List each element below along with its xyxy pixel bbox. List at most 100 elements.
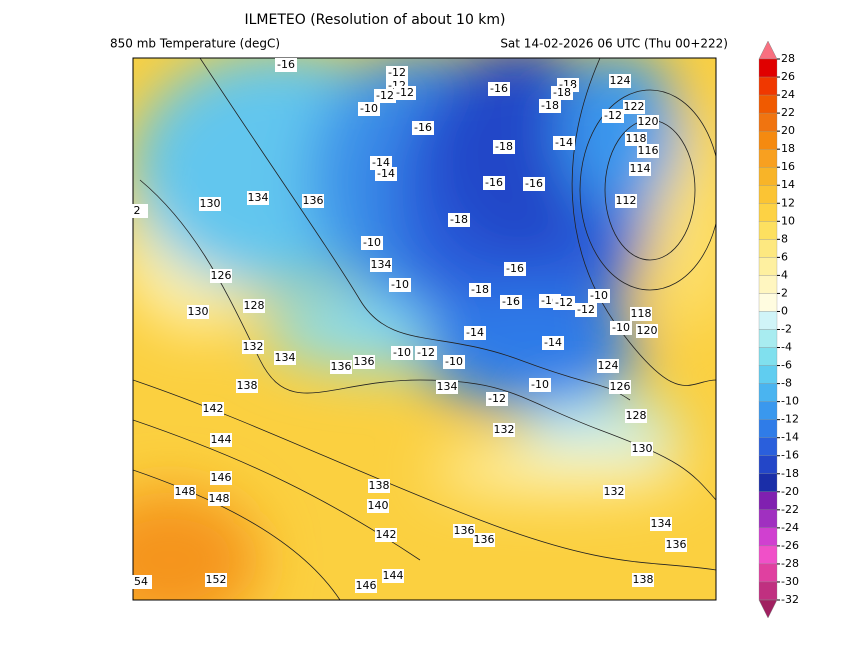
geopotential-label-box — [597, 359, 619, 373]
geopotential-label-box — [473, 533, 495, 547]
colorbar-band — [758, 347, 778, 366]
colorbar-band — [758, 545, 778, 565]
geopotential-label-box — [630, 307, 652, 321]
colorbar-band — [758, 293, 778, 312]
temperature-label-box — [386, 66, 408, 80]
geopotential-label-box — [247, 191, 269, 205]
geopotential-label: 134 — [437, 380, 458, 393]
geopotential-label: 152 — [206, 573, 227, 586]
geopotential-label: 114 — [630, 162, 651, 175]
temperature-label-box — [483, 176, 505, 190]
temperature-label: -10 — [590, 289, 608, 302]
colorbar-tick-label: 2 — [781, 286, 788, 299]
temperature-label-box — [275, 58, 297, 72]
colorbar-band — [758, 563, 778, 583]
geopotential-label-box — [202, 402, 224, 416]
temperature-label: -16 — [525, 177, 543, 190]
colorbar-band — [758, 167, 778, 186]
colorbar-tick-label: -28 — [781, 557, 799, 570]
temperature-label: -16 — [277, 58, 295, 71]
colorbar-tick-label: 0 — [781, 304, 788, 317]
colorbar-arrow — [758, 40, 778, 60]
temperature-label: -10 — [391, 278, 409, 291]
geopotential-label: 136 — [666, 538, 687, 551]
geopotential-label: 120 — [637, 324, 658, 337]
geopotential-label-box — [609, 74, 631, 88]
colorbar-band — [758, 257, 778, 276]
temperature-label-box — [361, 236, 383, 250]
temperature-label-box — [443, 355, 465, 369]
geopotential-label-box — [631, 442, 653, 456]
geopotential-label: 148 — [175, 485, 196, 498]
colorbar-band — [758, 149, 778, 168]
geopotential-label: 132 — [604, 485, 625, 498]
temperature-label-box — [553, 296, 575, 310]
colorbar-arrow — [758, 599, 778, 619]
temperature-label: -14 — [544, 336, 562, 349]
colorbar-band — [758, 383, 778, 402]
colorbar-band — [758, 491, 778, 510]
temperature-label: -12 — [604, 109, 622, 122]
colorbar-band — [758, 419, 778, 438]
temperature-label: -14 — [377, 167, 395, 180]
temperature-label: -12 — [488, 392, 506, 405]
temperature-label-box — [375, 167, 397, 181]
geopotential-label-box — [623, 100, 645, 114]
geopotential-label: 142 — [203, 402, 224, 415]
temperature-label-box — [464, 326, 486, 340]
colorbar-band — [758, 76, 778, 96]
colorbar-band — [758, 311, 778, 330]
colorbar-tick-label: -14 — [781, 431, 799, 444]
geopotential-label-box — [187, 305, 209, 319]
colorbar-band — [758, 94, 778, 114]
temperature-label: -18 — [450, 213, 468, 226]
colorbar-tick-label: -30 — [781, 575, 799, 588]
colorbar-band — [758, 239, 778, 258]
geopotential-label: 134 — [651, 517, 672, 530]
colorbar-tick-label: 20 — [781, 124, 795, 137]
geopotential-label-box — [330, 360, 352, 374]
colorbar-band — [758, 365, 778, 384]
geopotential-label-box — [368, 479, 390, 493]
geopotential-label-box — [603, 485, 625, 499]
colorbar-tick-label: 14 — [781, 178, 795, 191]
geopotential-label: 120 — [638, 115, 659, 128]
geopotential-label-box — [210, 269, 232, 283]
geopotential-label: 138 — [237, 379, 258, 392]
temperature-label-box — [588, 289, 610, 303]
temperature-label-box — [542, 336, 564, 350]
geopotential-label-box — [382, 569, 404, 583]
temperature-label-box — [448, 213, 470, 227]
geopotential-label-box — [650, 517, 672, 531]
geopotential-label: 148 — [209, 492, 230, 505]
geopotential-label-box — [208, 492, 230, 506]
map — [133, 58, 716, 600]
geopotential-label: 2 — [134, 204, 141, 217]
geopotential-label: 112 — [616, 194, 637, 207]
geopotential-label: 128 — [244, 299, 265, 312]
colorbar-tick-label: 24 — [781, 88, 795, 101]
colorbar-tick-label: 26 — [781, 70, 795, 83]
colorbar-band — [758, 203, 778, 222]
geopotential-label: 136 — [474, 533, 495, 546]
colorbar-tick-label: -2 — [781, 323, 792, 336]
colorbar-band — [758, 473, 778, 492]
colorbar-tick-label: 12 — [781, 196, 795, 209]
geopotential-label: 144 — [211, 433, 232, 446]
geopotential-label: 134 — [371, 258, 392, 271]
geopotential-label: 130 — [200, 197, 221, 210]
temperature-label: -14 — [555, 136, 573, 149]
temperature-label-box — [415, 346, 437, 360]
temperature-label-box — [602, 109, 624, 123]
colorbar-band — [758, 455, 778, 474]
colorbar-band — [758, 509, 778, 529]
temperature-label: -16 — [502, 295, 520, 308]
temperature-label-box — [553, 136, 575, 150]
temperature-label-box — [488, 82, 510, 96]
geopotential-label: 142 — [376, 528, 397, 541]
temperature-label: -10 — [445, 355, 463, 368]
colorbar-band — [758, 527, 778, 547]
colorbar-band — [758, 437, 778, 456]
geopotential-label-box — [625, 132, 647, 146]
